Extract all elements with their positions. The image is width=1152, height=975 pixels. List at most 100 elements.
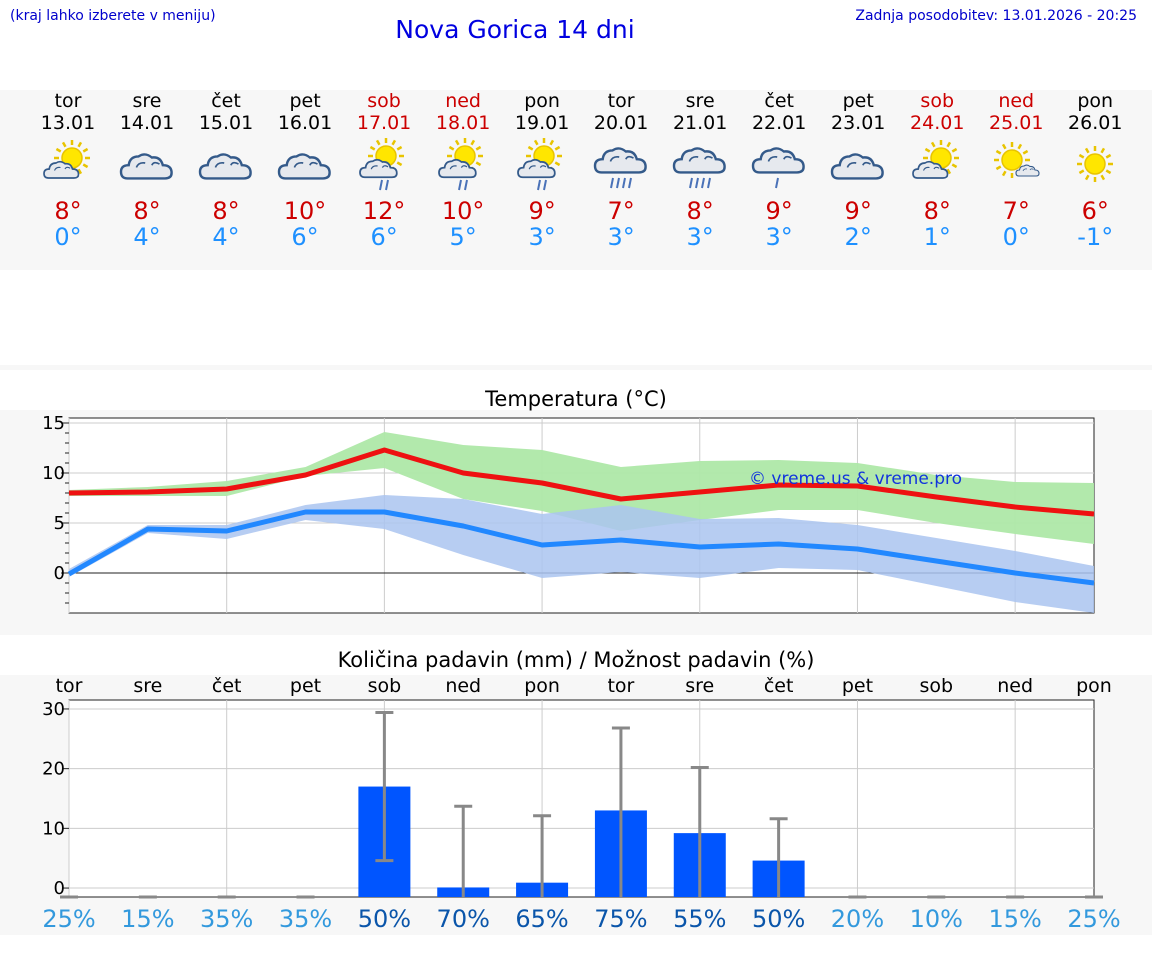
day-label: pet bbox=[842, 675, 873, 697]
precip-probability: 25% bbox=[1067, 905, 1120, 933]
y-tick-label: 20 bbox=[42, 759, 65, 780]
day-name: pon bbox=[1077, 90, 1114, 112]
min-temp: 3° bbox=[686, 223, 714, 251]
day-label: čet bbox=[764, 675, 794, 697]
max-temp: 6° bbox=[1081, 197, 1109, 225]
precip-probability: 35% bbox=[200, 905, 253, 933]
day-label: ned bbox=[445, 675, 481, 697]
day-column: sre 21.01 8° 3° bbox=[661, 90, 739, 250]
max-temp: 7° bbox=[607, 197, 635, 225]
day-label: čet bbox=[212, 675, 242, 697]
day-label: tor bbox=[607, 675, 634, 697]
day-name: čet bbox=[764, 90, 794, 112]
day-date: 15.01 bbox=[198, 112, 254, 134]
min-temp: 4° bbox=[212, 223, 240, 251]
y-tick-label: 0 bbox=[54, 563, 65, 584]
min-temperature-line bbox=[67, 509, 1095, 586]
sun-cloud-rain-icon bbox=[345, 134, 423, 198]
max-range-band bbox=[69, 432, 1094, 544]
day-name: pon bbox=[524, 90, 560, 112]
day-column: tor 13.01 8° 0° bbox=[29, 90, 107, 250]
day-name: čet bbox=[211, 90, 241, 112]
day-label: tor bbox=[56, 675, 83, 697]
max-temp: 10° bbox=[283, 197, 327, 225]
sun-cloud-icon bbox=[29, 134, 107, 198]
temperature-chart-title: Temperatura (°C) bbox=[485, 387, 667, 411]
day-label: sre bbox=[133, 675, 162, 697]
temperature-chart: 0 5 10 15 © vreme.us & vreme.pro bbox=[42, 413, 1095, 614]
y-tick-label: 0 bbox=[54, 878, 65, 899]
day-column: pet 23.01 9° 2° bbox=[819, 90, 897, 250]
day-label: pon bbox=[524, 675, 560, 697]
location-hint: (kraj lahko izberete v meniju) bbox=[10, 8, 216, 24]
y-tick-label: 15 bbox=[42, 413, 65, 434]
max-temp: 8° bbox=[54, 197, 82, 225]
day-label: sob bbox=[368, 675, 402, 697]
min-temp: 0° bbox=[54, 223, 82, 251]
day-name: ned bbox=[998, 90, 1035, 112]
min-temp: -1° bbox=[1077, 223, 1114, 251]
day-column: pet 16.01 10° 6° bbox=[266, 90, 344, 250]
day-label: pet bbox=[290, 675, 321, 697]
day-name: tor bbox=[54, 90, 82, 112]
precip-probability: 55% bbox=[673, 905, 726, 933]
max-temp: 9° bbox=[765, 197, 793, 225]
precip-probability: 65% bbox=[515, 905, 568, 933]
day-name: tor bbox=[607, 90, 635, 112]
sun-cloud-rain-icon bbox=[503, 134, 581, 198]
precip-probability: 15% bbox=[988, 905, 1041, 933]
max-temp: 8° bbox=[923, 197, 951, 225]
day-column: pon 19.01 9° 3° bbox=[503, 90, 581, 250]
day-column: ned 25.01 7° 0° bbox=[977, 90, 1055, 250]
max-temp: 7° bbox=[1002, 197, 1030, 225]
max-temp: 8° bbox=[686, 197, 714, 225]
day-name: sre bbox=[132, 90, 162, 112]
min-temp: 3° bbox=[528, 223, 556, 251]
max-temp: 8° bbox=[133, 197, 161, 225]
min-temp: 4° bbox=[133, 223, 161, 251]
cloud-icon bbox=[108, 134, 186, 198]
precip-probability: 20% bbox=[831, 905, 884, 933]
min-range-band bbox=[69, 495, 1094, 613]
page-title: Nova Gorica 14 dni bbox=[395, 15, 635, 44]
day-date: 24.01 bbox=[910, 112, 965, 134]
day-date: 13.01 bbox=[40, 112, 96, 134]
precip-probability: 50% bbox=[358, 905, 411, 933]
day-column: sob 17.01 12° 6° bbox=[345, 90, 423, 250]
max-temperature-line bbox=[68, 447, 1095, 517]
sun-cloud-icon bbox=[898, 134, 976, 198]
day-name: pet bbox=[842, 90, 874, 112]
precip-probability: 75% bbox=[594, 905, 647, 933]
precipitation-chart-title: Količina padavin (mm) / Možnost padavin … bbox=[337, 648, 815, 672]
cloud-rain-icon bbox=[740, 134, 818, 198]
watermark: © vreme.us & vreme.pro bbox=[749, 469, 962, 489]
day-date: 22.01 bbox=[751, 112, 807, 134]
plot-area bbox=[68, 699, 1095, 898]
max-temp: 9° bbox=[528, 197, 556, 225]
precip-probability: 10% bbox=[910, 905, 963, 933]
y-tick-label: 5 bbox=[54, 513, 65, 534]
min-temp: 3° bbox=[607, 223, 635, 251]
cloud-heavy-rain-icon bbox=[661, 134, 739, 198]
day-name: sre bbox=[685, 90, 715, 112]
day-column: ned 18.01 10° 5° bbox=[424, 90, 502, 250]
day-date: 23.01 bbox=[830, 112, 886, 134]
day-column: čet 22.01 9° 3° bbox=[740, 90, 818, 250]
day-date: 17.01 bbox=[356, 112, 412, 134]
day-date: 19.01 bbox=[514, 112, 570, 134]
max-temp: 8° bbox=[212, 197, 240, 225]
min-temp: 5° bbox=[449, 223, 477, 251]
cloud-icon bbox=[819, 134, 897, 198]
day-label: ned bbox=[997, 675, 1033, 697]
day-date: 20.01 bbox=[593, 112, 649, 134]
min-temp: 0° bbox=[1002, 223, 1030, 251]
max-temp: 10° bbox=[441, 197, 485, 225]
min-temp: 6° bbox=[370, 223, 398, 251]
day-date: 18.01 bbox=[435, 112, 491, 134]
day-date: 25.01 bbox=[989, 112, 1044, 134]
day-name: sob bbox=[367, 90, 401, 112]
day-column: tor 20.01 7° 3° bbox=[582, 90, 660, 250]
min-temp: 1° bbox=[923, 223, 951, 251]
cloud-icon bbox=[187, 134, 265, 198]
day-column: pon 26.01 6° -1° bbox=[1056, 90, 1134, 250]
